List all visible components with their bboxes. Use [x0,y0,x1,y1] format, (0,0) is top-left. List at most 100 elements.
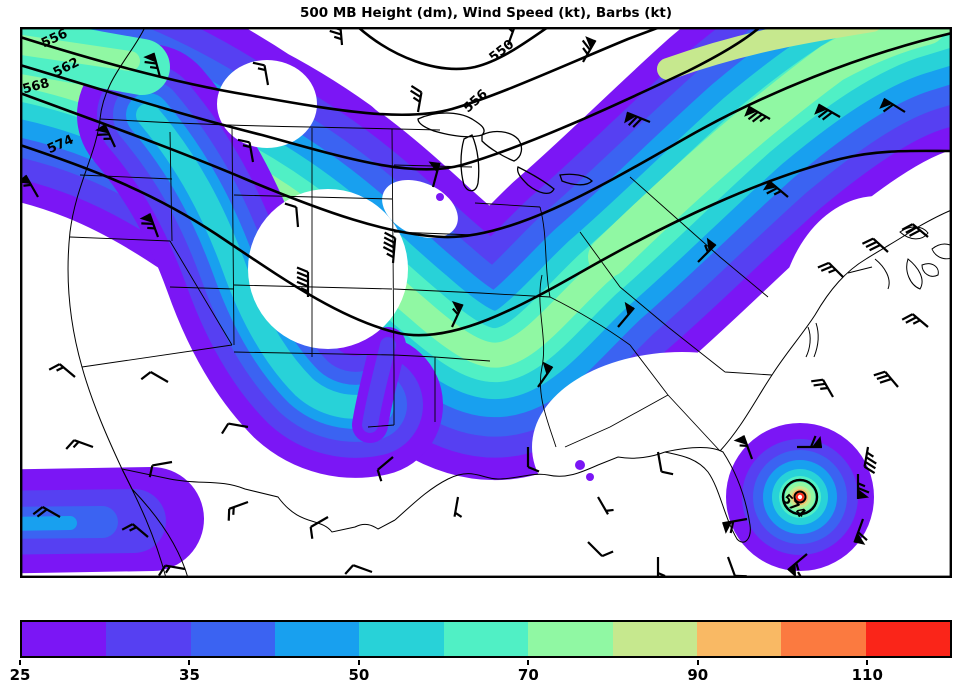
colorbar-tick-label: 35 [179,666,200,684]
great-lakes [417,112,593,195]
colorbar-segment-4 [359,622,444,656]
colorbar-segment-0 [22,622,107,656]
purple-speck-2 [586,473,594,481]
wind-barb [901,313,929,328]
colorbar-segment-5 [443,622,529,656]
wind-barb [296,266,310,297]
height-contour-inner-closed [793,490,807,504]
height-contours [20,27,952,516]
wind-barb [744,105,771,123]
height-contour-556 [20,27,661,117]
purple-speck-3 [436,193,444,201]
wind-barb [309,516,329,539]
wind-barb [237,138,255,163]
height-contour-574 [20,143,952,337]
colorbar-tick-label: 25 [9,666,31,684]
florida-peninsula [664,447,751,543]
map-plot-area: 556 562 568 574 550 556 574 [20,27,952,578]
pacific-band-40kt [20,516,77,531]
wind-barb [121,523,149,538]
wind-barb [722,517,748,534]
wind-barb [624,111,651,128]
chesapeake-bay [805,322,819,358]
colorbar-tick [19,660,21,665]
wind-barb [797,435,822,449]
canada-border [99,118,441,131]
wind-barb [252,61,270,86]
hurricane-eye [797,494,803,500]
wind-barb [861,237,889,253]
mexico-border [121,468,396,533]
wind-barb [453,496,463,518]
wind-barb [451,301,464,328]
calm-hole-wyoming [248,189,408,349]
wind-barb [139,213,160,238]
chart-title: 500 MB Height (dm), Wind Speed (kt), Bar… [299,5,673,21]
shade-west-limb-50kt [136,103,384,419]
colorbar-ticks: 25 35 50 70 90 110 [10,660,952,688]
geography-outlines [67,27,952,578]
wind-barb [733,435,754,460]
colorbar-tick-label: 70 [517,666,539,684]
wind-barb [853,518,868,545]
wind-barb [597,496,614,515]
wind-barb [158,564,186,577]
wind-barb [227,500,249,521]
wind-barbs-layer [20,27,929,578]
wind-barb [143,52,162,78]
wind-barb [726,556,747,578]
pacific-coastline [67,27,146,490]
colorbar-tick [188,660,191,665]
wind-barb [328,27,344,46]
wind-barb [873,370,899,388]
wind-barb [284,202,300,228]
wind-barb [581,36,597,63]
wind-barb [797,571,809,578]
calm-hole-northeast [778,196,952,462]
colorbar-tick-label: 50 [348,666,370,684]
wind-barb [697,237,717,263]
wind-barb [656,451,674,476]
wind-barb [587,541,614,558]
wind-barb [32,506,61,518]
wind-barb [221,422,249,435]
height-contour-550 [357,27,549,71]
wind-barb [762,180,789,198]
wind-barb [863,446,877,474]
colorbar-tick-label: 110 [851,666,883,684]
maritimes-islands [874,226,952,290]
hurricane-wind-rings [436,193,874,571]
wind-barb [617,301,635,328]
colorbar-tick [527,660,530,665]
shade-ne-core-80kt [657,27,882,80]
colorbar-segment-7 [612,622,697,656]
pacific-wind-max [20,467,204,574]
purple-speck-1 [575,460,585,470]
colorbar-tick-label: 90 [687,666,709,684]
wind-barb [817,261,844,278]
wind-barb [344,564,373,575]
wind-barb [95,123,116,148]
wind-barb [148,460,173,478]
contour-label-556: 556 [461,87,491,116]
colorbar-segment-6 [528,622,613,656]
height-contour-562 [20,27,761,171]
wind-barb [901,223,929,238]
colorbar-segment-8 [696,622,782,656]
shade-texas-tail-30kt [362,337,396,433]
wind-barb [787,553,808,578]
colorbar-tick [696,660,699,665]
mississippi-river [539,274,557,448]
long-island [847,266,873,274]
map-frame [20,27,952,578]
colorbar-tick [357,660,360,665]
wind-barb [382,231,397,264]
colorbar-segment-2 [190,622,276,656]
colorbar-tick [866,660,869,665]
wind-barb [48,363,76,378]
wind-barb [656,557,666,578]
gulf-coastline [394,451,666,521]
height-contour-568 [20,31,952,239]
